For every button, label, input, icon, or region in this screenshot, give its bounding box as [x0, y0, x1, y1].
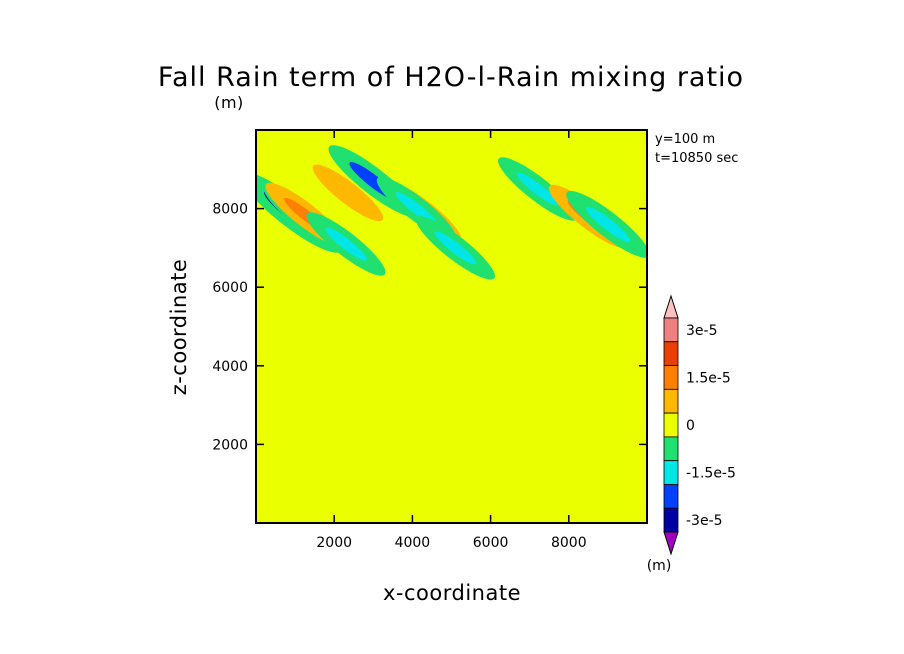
y-axis-ticks: 2000 4000 6000 8000 — [212, 202, 647, 453]
x-tick-label-3: 8000 — [551, 535, 587, 551]
plot-area — [225, 129, 648, 524]
colorbar-box-0 — [663, 317, 679, 343]
colorbar-box-7 — [663, 484, 679, 509]
x-tick-label-0: 2000 — [316, 535, 352, 551]
blotch-2 — [442, 426, 501, 502]
y-tick-label-0: 2000 — [212, 437, 248, 453]
feature-5 — [312, 164, 384, 222]
colorbar-label-0: 3e-5 — [686, 323, 717, 339]
streak-13 — [595, 130, 636, 523]
colorbar-box-6 — [663, 460, 679, 485]
blotch-7 — [328, 355, 387, 432]
colorbar-label-1: 1.5e-5 — [686, 370, 731, 386]
x-tick-label-1: 4000 — [395, 535, 431, 551]
colorbar-min-arrow — [663, 531, 679, 556]
streak-4 — [332, 130, 372, 523]
y-axis-label: z-coordinate — [167, 259, 191, 396]
streak-6 — [393, 130, 428, 523]
colorbar-max-arrow — [663, 294, 679, 319]
streak-0 — [225, 130, 245, 523]
contour-field — [225, 130, 647, 523]
plot-frame — [255, 129, 648, 524]
streak-9 — [481, 130, 516, 523]
annotation-t: t=10850 sec — [655, 151, 738, 166]
y-tick-label-3: 8000 — [212, 202, 248, 218]
x-axis-ticks: 2000 4000 6000 8000 — [316, 130, 587, 551]
streak-12 — [569, 130, 604, 523]
blotch-3 — [531, 453, 590, 523]
colorbar-box-4 — [663, 412, 679, 438]
colorbar-box-8 — [663, 507, 679, 533]
blotch-0 — [285, 437, 344, 514]
x-axis-label: x-coordinate — [383, 581, 521, 605]
colorbar-units: (m) — [647, 558, 672, 574]
colorbar-label-4: -3e-5 — [686, 513, 723, 529]
colorbar-label-3: -1.5e-5 — [686, 466, 736, 482]
colorbar-box-5 — [663, 436, 679, 462]
chart-title: Fall Rain term of H2O-l-Rain mixing rati… — [158, 62, 744, 93]
feature-4 — [306, 212, 386, 276]
colorbar-box-1 — [663, 341, 679, 366]
title-units: (m) — [214, 93, 244, 112]
blotch-6 — [571, 312, 630, 388]
colorbar: 3e-5 1.5e-5 0 -1.5e-5 -3e-5 — [663, 294, 736, 556]
blotch-5 — [256, 320, 309, 396]
colorbar-label-2: 0 — [686, 418, 695, 434]
annotation-y: y=100 m — [655, 132, 715, 147]
colorbar-box-2 — [663, 365, 679, 390]
colorbar-box-3 — [663, 388, 679, 414]
blotch-1 — [352, 449, 411, 523]
feature-8 — [415, 216, 495, 280]
feature-9 — [497, 157, 578, 221]
blotch-4 — [590, 386, 647, 463]
streak-7 — [419, 130, 460, 523]
feature-11 — [566, 190, 647, 258]
y-tick-label-1: 4000 — [212, 359, 248, 375]
y-tick-label-2: 6000 — [212, 280, 248, 296]
streak-14 — [622, 130, 647, 523]
x-tick-label-2: 6000 — [473, 535, 509, 551]
blotch-8 — [492, 363, 551, 440]
